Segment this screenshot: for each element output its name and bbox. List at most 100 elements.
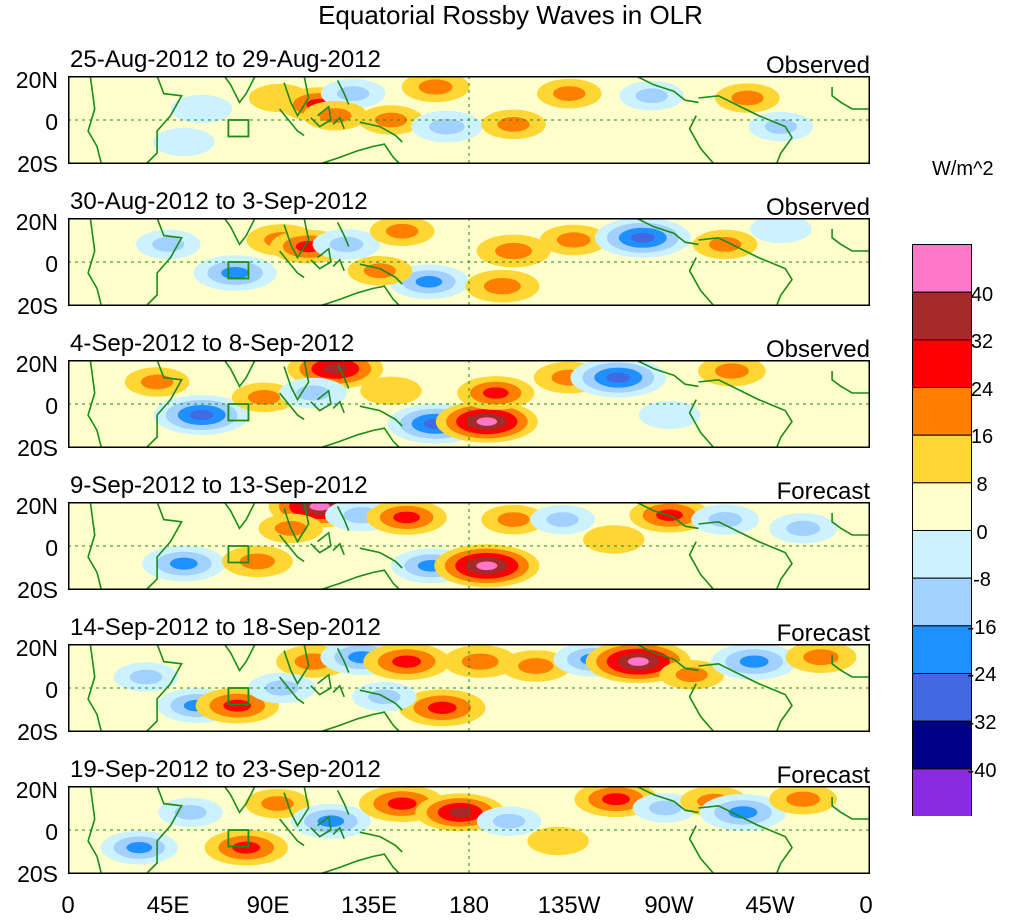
olr-anomaly bbox=[360, 376, 422, 406]
olr-anomaly bbox=[659, 660, 725, 690]
coastline bbox=[145, 218, 183, 306]
coastline bbox=[336, 364, 350, 389]
olr-anomaly bbox=[536, 78, 602, 109]
coastline bbox=[145, 502, 183, 590]
anomaly-contour bbox=[261, 796, 294, 811]
coastline bbox=[332, 826, 345, 840]
anomaly-contour bbox=[731, 90, 764, 106]
anomaly-contour bbox=[638, 400, 701, 430]
coastline bbox=[635, 644, 699, 672]
panel-2: 30-Aug-2012 to 3-Sep-2012 Observed 20N 0… bbox=[0, 188, 1021, 328]
coastline bbox=[698, 378, 793, 448]
x-tick-label: 0 bbox=[61, 892, 75, 919]
coastline bbox=[359, 831, 403, 853]
coastline bbox=[359, 263, 403, 285]
colorbar-segment bbox=[912, 244, 972, 293]
olr-anomaly bbox=[457, 376, 535, 410]
coastline bbox=[635, 76, 699, 104]
anomaly-contour bbox=[415, 276, 443, 288]
map-frame bbox=[68, 502, 870, 590]
coastline bbox=[698, 520, 793, 590]
coastline bbox=[283, 218, 310, 260]
olr-anomaly bbox=[583, 525, 645, 554]
colorbar-segment bbox=[912, 530, 972, 579]
map-frame bbox=[68, 360, 870, 448]
coastline bbox=[332, 684, 345, 698]
colorbar-label: -16 bbox=[967, 617, 997, 639]
y-tick-label-0: 0 bbox=[45, 819, 58, 845]
coastline bbox=[87, 76, 103, 164]
anomaly-contour bbox=[448, 807, 472, 818]
colorbar-segment bbox=[912, 768, 972, 816]
y-tick-label-20n: 20N bbox=[15, 635, 58, 661]
coastline bbox=[831, 229, 870, 252]
panel-date-range: 9-Sep-2012 to 13-Sep-2012 bbox=[70, 472, 368, 499]
coastline bbox=[319, 853, 401, 874]
coastline bbox=[359, 689, 403, 711]
colorbar bbox=[912, 244, 972, 816]
coastline bbox=[278, 818, 305, 847]
anomaly-contour bbox=[239, 553, 276, 570]
coastline bbox=[87, 502, 103, 590]
coastline bbox=[195, 786, 258, 814]
panel-status-label: Observed bbox=[765, 52, 870, 79]
colorbar-segment bbox=[912, 625, 972, 675]
anomaly-contour bbox=[169, 557, 198, 570]
anomaly-contour bbox=[728, 806, 758, 819]
coastline bbox=[698, 662, 793, 732]
anomaly-contour bbox=[546, 512, 579, 527]
x-tick-label: 135W bbox=[537, 892, 601, 919]
anomaly-contour bbox=[221, 267, 249, 279]
panel-date-range: 19-Sep-2012 to 23-Sep-2012 bbox=[70, 756, 381, 783]
olr-anomaly bbox=[369, 218, 435, 246]
olr-anomaly bbox=[748, 111, 814, 142]
anomaly-contour bbox=[223, 699, 252, 712]
coastline bbox=[195, 218, 258, 246]
anomaly-contour bbox=[189, 409, 214, 421]
anomaly-contour bbox=[232, 841, 261, 854]
olr-anomaly bbox=[769, 513, 838, 544]
olr-anomaly bbox=[303, 100, 368, 131]
olr-anomaly bbox=[347, 256, 413, 286]
anomaly-contour bbox=[583, 525, 645, 554]
olr-anomaly bbox=[204, 829, 288, 866]
panel-date-range: 25-Aug-2012 to 29-Aug-2012 bbox=[70, 46, 381, 73]
coastline bbox=[831, 513, 870, 536]
anomaly-contour bbox=[495, 242, 533, 260]
x-tick-label: 180 bbox=[448, 892, 490, 919]
coastline bbox=[310, 247, 332, 270]
colorbar-label: 8 bbox=[976, 474, 988, 496]
colorbar-segment bbox=[912, 577, 972, 627]
panel-1: 25-Aug-2012 to 29-Aug-2012 Observed 20N … bbox=[0, 46, 1021, 186]
olr-anomaly bbox=[476, 234, 551, 268]
olr-anomaly bbox=[443, 645, 518, 678]
anomaly-contour bbox=[527, 826, 589, 856]
anomaly-contour bbox=[497, 512, 530, 527]
olr-anomaly bbox=[290, 803, 371, 839]
anomaly-contour bbox=[627, 657, 649, 666]
anomaly-contour bbox=[386, 223, 419, 239]
anomaly-contour bbox=[476, 417, 498, 426]
panel-status-label: Forecast bbox=[776, 762, 870, 789]
coastline bbox=[698, 94, 793, 164]
anomaly-contour bbox=[786, 520, 821, 537]
olr-anomaly bbox=[388, 264, 469, 300]
y-tick-label-20s: 20S bbox=[17, 435, 58, 461]
figure-title: Equatorial Rossby Waves in OLR bbox=[318, 0, 703, 30]
coastline bbox=[87, 218, 103, 306]
coastline bbox=[319, 569, 401, 590]
coastline bbox=[831, 655, 870, 678]
anomaly-contour bbox=[602, 793, 630, 806]
y-tick-label-20s: 20S bbox=[17, 293, 58, 319]
anomaly-contour bbox=[750, 218, 812, 244]
coastline bbox=[145, 360, 183, 448]
map-frame bbox=[68, 644, 870, 732]
olr-map-panel-3 bbox=[68, 360, 870, 448]
colorbar-segment bbox=[912, 339, 972, 389]
anomaly-contour bbox=[648, 800, 682, 816]
olr-anomaly bbox=[574, 786, 658, 818]
coastline bbox=[831, 797, 870, 820]
y-tick-label-0: 0 bbox=[45, 109, 58, 135]
coastline bbox=[336, 506, 350, 531]
olr-anomaly bbox=[594, 218, 691, 258]
